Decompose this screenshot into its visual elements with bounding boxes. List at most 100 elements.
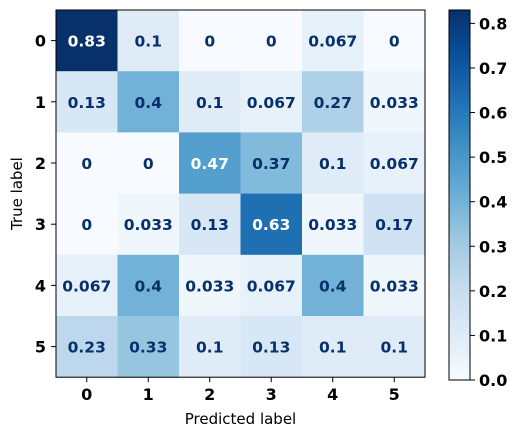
heatmap-cell xyxy=(56,316,118,378)
x-tick-label: 2 xyxy=(204,385,215,404)
cell-value-label: 0.1 xyxy=(381,339,408,357)
cell-value-label: 0.033 xyxy=(370,277,419,295)
cell-value-label: 0.27 xyxy=(314,94,352,112)
heatmap-cell xyxy=(302,71,364,133)
cell-value-label: 0.1 xyxy=(196,339,223,357)
heatmap-cell xyxy=(240,10,303,72)
cell-value-label: 0.4 xyxy=(319,277,347,295)
colorbar-tick-label: 0.2 xyxy=(479,282,507,301)
heatmap-cell xyxy=(302,254,364,317)
cell-value-label: 0.033 xyxy=(308,216,357,234)
x-tick-label: 4 xyxy=(327,385,338,404)
heatmap-cells: 0.83 0.1 0 0 0.067 0 0.13 0.4 0.1 0.067 0.27 0.033 0… xyxy=(56,10,426,378)
cell-value-label: 0.033 xyxy=(185,277,234,295)
cell-value-label: 0.033 xyxy=(370,94,419,112)
y-tick-label: 4 xyxy=(35,276,46,295)
x-tick-label: 5 xyxy=(389,385,400,404)
x-axis-title: Predicted label xyxy=(185,410,296,428)
heatmap-cell xyxy=(302,10,364,72)
heatmap-cell xyxy=(240,316,303,378)
plot-frame xyxy=(55,9,426,378)
cell-value-label: 0.067 xyxy=(247,277,296,295)
heatmap-cell xyxy=(363,132,426,195)
heatmap-cell xyxy=(179,316,241,378)
cell-value-label: 0.1 xyxy=(196,94,223,112)
cell-value-label: 0 xyxy=(389,33,400,51)
heatmap-cell xyxy=(240,132,303,195)
heatmap-cell xyxy=(179,254,241,317)
heatmap-cell xyxy=(117,10,180,72)
cell-value-label: 0.63 xyxy=(252,216,290,234)
heatmap-cell xyxy=(240,254,303,317)
heatmap-cell xyxy=(240,71,303,133)
heatmap-cell xyxy=(56,254,118,317)
colorbar-tick-label: 0.5 xyxy=(479,148,507,167)
cell-value-label: 0.067 xyxy=(308,33,357,51)
cell-value-label: 0.4 xyxy=(135,94,163,112)
heatmap-cell xyxy=(56,132,118,195)
colorbar-tick-label: 0.4 xyxy=(479,193,507,212)
heatmap-cell xyxy=(117,132,180,195)
cell-value-label: 0.47 xyxy=(191,155,229,173)
heatmap-cell xyxy=(56,71,118,133)
colorbar-tick-label: 0.6 xyxy=(479,104,507,123)
heatmap-cell xyxy=(302,316,364,378)
y-tick-label: 1 xyxy=(35,93,46,112)
heatmap-cell xyxy=(179,132,241,195)
heatmap-cell xyxy=(302,193,364,256)
heatmap-cell xyxy=(363,193,426,256)
y-tick-label: 0 xyxy=(35,32,46,51)
heatmap-cell xyxy=(117,254,180,317)
cell-value-label: 0.23 xyxy=(68,339,106,357)
cell-value-label: 0.067 xyxy=(370,155,419,173)
cell-value-label: 0.1 xyxy=(319,155,346,173)
x-tick-label: 0 xyxy=(81,385,92,404)
cell-value-label: 0.033 xyxy=(124,216,173,234)
heatmap-cell xyxy=(363,254,426,317)
heatmap-cell xyxy=(363,10,426,72)
cell-value-label: 0 xyxy=(81,216,92,234)
x-axis: 0 1 2 3 4 5 xyxy=(81,377,400,404)
colorbar-tick-label: 0.8 xyxy=(479,14,507,33)
cell-value-label: 0.067 xyxy=(247,94,296,112)
cell-value-label: 0.17 xyxy=(375,216,413,234)
cell-value-label: 0 xyxy=(143,155,154,173)
cell-value-label: 0.13 xyxy=(252,339,290,357)
heatmap-cell xyxy=(179,10,241,72)
heatmap-cell xyxy=(240,193,303,256)
cell-value-label: 0 xyxy=(266,33,277,51)
heatmap-cell xyxy=(302,132,364,195)
colorbar-tick-label: 0.7 xyxy=(479,59,507,78)
y-tick-label: 5 xyxy=(35,338,46,357)
heatmap-cell xyxy=(179,193,241,256)
cell-value-label: 0.1 xyxy=(135,33,162,51)
heatmap-cell xyxy=(179,71,241,133)
cell-value-label: 0.37 xyxy=(252,155,290,173)
cell-value-label: 0.33 xyxy=(129,339,167,357)
heatmap-cell xyxy=(117,193,180,256)
y-tick-label: 2 xyxy=(35,154,46,173)
cell-value-label: 0.067 xyxy=(62,277,111,295)
cell-value-label: 0 xyxy=(204,33,215,51)
cell-value-label: 0.1 xyxy=(319,339,346,357)
y-axis-title: True label xyxy=(8,157,26,231)
heatmap-cell xyxy=(56,193,118,256)
x-tick-label: 3 xyxy=(266,385,277,404)
cell-value-label: 0 xyxy=(81,155,92,173)
colorbar-tick-label: 0.0 xyxy=(479,371,507,390)
heatmap-cell xyxy=(117,316,180,378)
y-tick-label: 3 xyxy=(35,215,46,234)
cell-value-label: 0.13 xyxy=(68,94,106,112)
heatmap-cell xyxy=(363,316,426,378)
y-axis: 0 1 2 3 4 5 xyxy=(35,32,56,357)
heatmap-cell xyxy=(117,71,180,133)
cell-value-label: 0.13 xyxy=(191,216,229,234)
heatmap-cell xyxy=(56,10,118,72)
heatmap-cell xyxy=(363,71,426,133)
colorbar: 0.0 0.1 0.2 0.3 0.4 0.5 0.6 0.7 0.8 xyxy=(448,9,507,390)
x-tick-label: 1 xyxy=(143,385,154,404)
cell-value-label: 0.4 xyxy=(135,277,163,295)
cell-value-label: 0.83 xyxy=(68,33,106,51)
colorbar-tick-label: 0.3 xyxy=(479,237,507,256)
